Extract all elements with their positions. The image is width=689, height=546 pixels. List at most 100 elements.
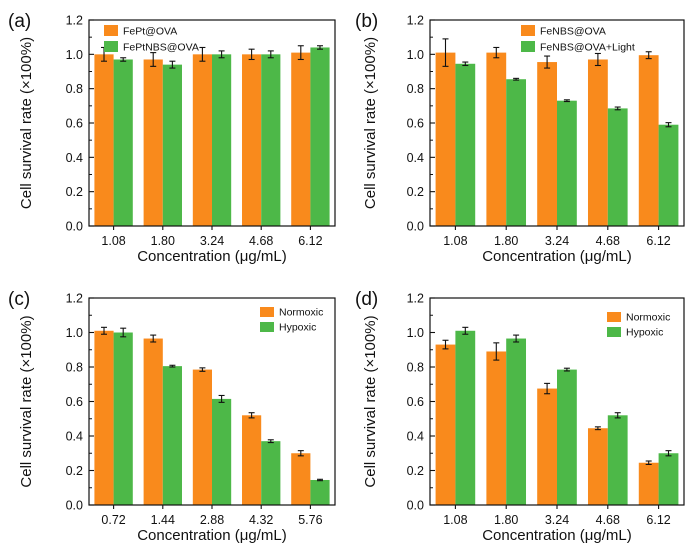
y-tick-label: 0.0 [407,499,424,513]
x-tick-label: 1.80 [494,513,518,527]
error-bar [150,52,157,67]
y-axis-title: Cell survival rate (×100%) [18,315,35,487]
error-bar [544,382,551,395]
error-bar [297,45,304,61]
error-bar [513,77,520,81]
error-bar [297,450,304,457]
error-bar [199,367,206,372]
legend-swatch [104,41,118,52]
x-tick-label: 3.24 [545,234,569,248]
error-bar [169,60,176,69]
bar [638,462,659,505]
bar [94,330,114,505]
legend-swatch [260,322,274,332]
error-bar [267,439,274,444]
bar [192,54,212,227]
panel-label: (a) [8,11,31,32]
bar [94,54,114,227]
panel-c: (c) 0.0 0.2 0.4 0.6 0.8 1.0 1.2 0.72 1.44 2.88 4.32… [8,289,336,544]
error-bar [169,364,176,368]
bar [455,330,476,505]
bar [658,124,679,226]
bar [537,62,557,226]
error-bar [218,50,225,59]
bar [587,59,608,226]
panel-a: (a) 0.0 0.2 0.4 0.6 0.8 1.0 1.2 1.08 1.80 3.24 4.68… [8,11,336,265]
bar [212,54,232,227]
legend-entry: FePt@OVA [123,26,177,38]
y-tick-label: 0.0 [66,499,83,513]
legend-swatch [607,312,621,322]
y-tick-label: 0.8 [407,82,424,96]
x-tick-label: 1.08 [101,234,125,248]
legend-entry: Normoxic [279,307,323,319]
y-tick-label: 0.4 [66,430,83,444]
y-tick-label: 0.6 [407,395,424,409]
error-bar [101,326,108,335]
x-tick-label: 4.68 [596,234,620,248]
bar [143,338,163,505]
x-axis-title: Concentration (μg/mL) [482,527,632,544]
bar [658,453,679,505]
error-bar [513,334,520,343]
panel-b: (b) 0.0 0.2 0.4 0.6 0.8 1.0 1.2 1.08 1.80 3.24 4.68… [355,11,685,265]
error-bar [248,412,255,419]
error-bar [218,394,225,403]
y-tick-label: 1.2 [407,14,424,28]
error-bar [563,99,570,103]
legend-entry: Hypoxic [279,322,316,334]
y-tick-label: 0.2 [66,464,83,478]
y-tick-label: 0.6 [407,117,424,131]
bar [607,415,628,505]
y-axis-title: Cell survival rate (×100%) [362,315,379,487]
legend: Normoxic Hypoxic [607,312,670,339]
bar [212,398,232,505]
bar [261,54,281,227]
error-bar [442,339,449,350]
y-tick-label: 0.4 [407,151,424,165]
bar [162,64,182,226]
y-tick-label: 0.2 [66,185,83,199]
bar [192,369,212,505]
error-bar [442,38,449,67]
legend: FeNBS@OVA FeNBS@OVA+Light [521,25,635,54]
legend-entry: FeNBS@OVA+Light [540,42,635,54]
legend-entry: FePtNBS@OVA [123,42,199,54]
x-tick-label: 4.68 [596,513,620,527]
y-tick-label: 1.0 [66,48,83,62]
bar [261,441,281,505]
y-tick-label: 1.2 [407,292,424,306]
bar [310,479,330,505]
error-bar [614,412,621,419]
error-bar [493,342,500,361]
y-tick-label: 1.0 [407,48,424,62]
error-bar [563,367,570,372]
bar [435,52,456,226]
error-bar [665,122,672,128]
y-tick-label: 0.2 [407,464,424,478]
bar [291,453,311,505]
x-tick-label: 6.12 [298,234,322,248]
x-tick-label: 1.08 [443,513,467,527]
x-tick-label: 6.12 [646,234,670,248]
bar [113,332,133,505]
y-tick-label: 0.6 [66,395,83,409]
error-bar [316,45,323,50]
panel-label: (b) [355,11,378,32]
bar [537,388,557,505]
bar [506,338,527,505]
y-tick-label: 0.8 [66,82,83,96]
bar [310,47,330,226]
error-bar [267,50,274,59]
panel-label: (c) [8,289,30,310]
panel-label: (d) [355,289,378,310]
bar [557,369,577,505]
panel-d: (d) 0.0 0.2 0.4 0.6 0.8 1.0 1.2 1.08 1.80 3.24 4.68… [355,289,685,544]
x-axis-title: Concentration (μg/mL) [482,248,632,265]
legend-swatch [607,327,621,337]
y-tick-label: 1.2 [66,292,83,306]
error-bar [493,46,500,59]
error-bar [462,61,469,67]
error-bar [120,57,127,62]
bar [113,59,133,226]
